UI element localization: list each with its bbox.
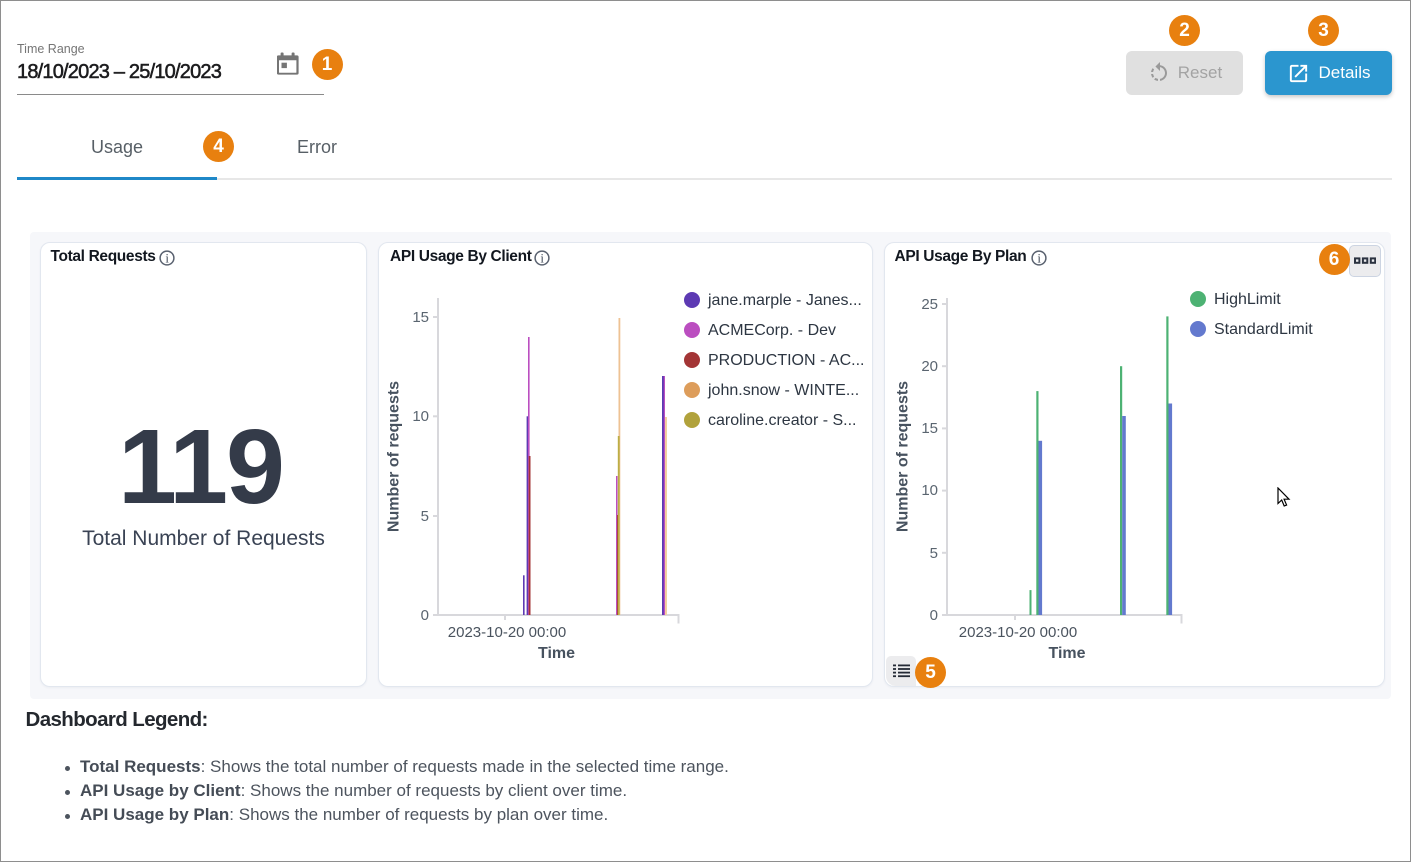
svg-text:15: 15 xyxy=(921,420,938,437)
svg-text:Number of requests: Number of requests xyxy=(895,381,912,532)
svg-text:Time: Time xyxy=(538,645,575,662)
svg-text:ACMECorp. - Dev: ACMECorp. - Dev xyxy=(708,322,836,339)
svg-text:john.snow - WINTE...: john.snow - WINTE... xyxy=(707,382,859,399)
svg-text:20: 20 xyxy=(921,358,938,375)
svg-text:caroline.creator - S...: caroline.creator - S... xyxy=(708,412,857,429)
svg-text:i: i xyxy=(540,250,544,265)
svg-text:15: 15 xyxy=(412,309,429,326)
svg-text:HighLimit: HighLimit xyxy=(1214,291,1281,308)
svg-text:5: 5 xyxy=(930,545,938,562)
svg-text:Number of requests: Number of requests xyxy=(386,381,403,532)
svg-text:i: i xyxy=(1037,250,1041,265)
svg-text:0: 0 xyxy=(930,607,938,624)
svg-text:2023-10-20 00:00: 2023-10-20 00:00 xyxy=(959,624,1077,641)
svg-text:StandardLimit: StandardLimit xyxy=(1214,321,1313,338)
svg-text:2023-10-20 00:00: 2023-10-20 00:00 xyxy=(448,624,566,641)
svg-text:25: 25 xyxy=(921,296,938,313)
svg-text:Time: Time xyxy=(1048,645,1085,662)
svg-text:10: 10 xyxy=(921,482,938,499)
svg-text:PRODUCTION - AC...: PRODUCTION - AC... xyxy=(708,352,864,369)
svg-text:5: 5 xyxy=(421,508,429,525)
svg-text:10: 10 xyxy=(412,408,429,425)
svg-text:i: i xyxy=(165,250,169,265)
svg-text:0: 0 xyxy=(421,607,429,624)
svg-text:jane.marple - Janes...: jane.marple - Janes... xyxy=(707,292,862,309)
